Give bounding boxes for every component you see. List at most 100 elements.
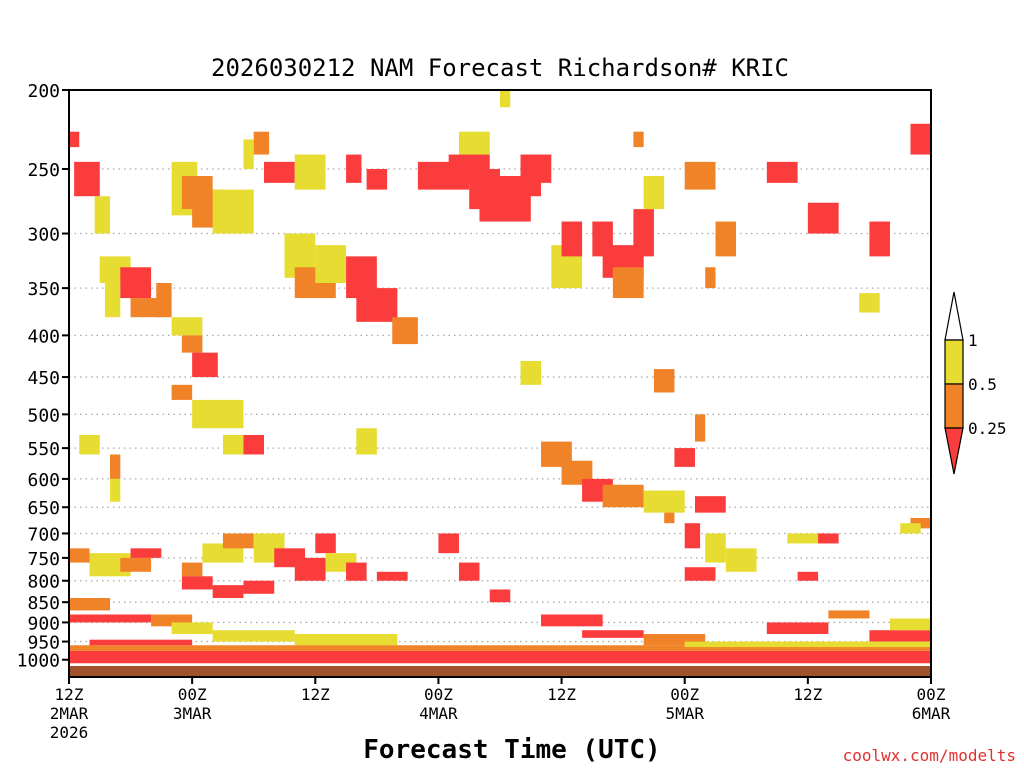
cell-2 xyxy=(94,196,111,234)
cell-29 xyxy=(520,154,552,183)
cell-71 xyxy=(684,567,716,581)
cell-100 xyxy=(69,614,152,623)
richardson-cells xyxy=(69,90,931,664)
y-tick-label-450: 450 xyxy=(27,368,60,389)
chart-title: 2026030212 NAM Forecast Richardson# KRIC xyxy=(211,54,789,82)
cell-1 xyxy=(74,161,100,197)
cell-48 xyxy=(171,317,203,336)
y-axis-ticks: 200 250 300 350 400 450 500 550 600 650 700 7508008… xyxy=(17,81,69,672)
cell-6 xyxy=(130,298,162,318)
x-tick-label-60-1: 5MAR xyxy=(665,704,704,723)
cell-82 xyxy=(130,548,162,558)
cell-41 xyxy=(715,221,737,257)
y-tick-label-700: 700 xyxy=(27,524,60,545)
cell-102 xyxy=(171,622,213,635)
y-tick-label-900: 900 xyxy=(27,613,60,634)
y-tick-label-800: 800 xyxy=(27,572,60,593)
cell-85 xyxy=(222,533,254,549)
cell-70 xyxy=(725,548,757,572)
cell-66 xyxy=(674,448,695,467)
cell-52 xyxy=(192,399,244,429)
x-tick-label-0-2: 2026 xyxy=(50,723,89,742)
cell-112 xyxy=(69,650,931,664)
x-tick-label-60-0: 00Z xyxy=(670,685,699,704)
colorbar-bin-0.25-0.5 xyxy=(944,383,964,429)
y-tick-label-250: 250 xyxy=(27,160,60,181)
cell-40 xyxy=(684,161,716,190)
x-tick-label-48-0: 12Z xyxy=(547,685,576,704)
cell-53 xyxy=(222,434,244,455)
cell-88 xyxy=(294,557,326,581)
colorbar-label-0.25: 0.25 xyxy=(968,419,1007,438)
x-axis-title: Forecast Time (UTC) xyxy=(363,735,660,765)
cell-20 xyxy=(356,288,398,322)
cell-49 xyxy=(181,335,203,353)
cell-7 xyxy=(156,283,172,318)
cell-50 xyxy=(192,352,218,378)
y-tick-label-650: 650 xyxy=(27,498,60,519)
cell-5 xyxy=(120,267,152,299)
cell-104 xyxy=(294,634,398,646)
x-tick-label-12-0: 00Z xyxy=(178,685,207,704)
cell-98 xyxy=(243,580,275,594)
cell-22 xyxy=(366,168,388,190)
cell-89 xyxy=(315,533,336,554)
cell-4 xyxy=(104,283,121,318)
colorbar-legend: 1 0.5 0.25 xyxy=(944,291,1007,475)
cell-14 xyxy=(263,161,295,183)
cell-115 xyxy=(684,641,931,648)
cell-75 xyxy=(818,533,839,544)
cell-69 xyxy=(705,533,726,563)
cell-56 xyxy=(110,454,121,479)
cell-12 xyxy=(243,139,254,169)
cell-38 xyxy=(633,131,644,148)
y-tick-label-750: 750 xyxy=(27,549,60,570)
cell-21 xyxy=(346,154,362,183)
cell-106 xyxy=(582,630,644,638)
cell-97 xyxy=(212,585,244,599)
cell-107 xyxy=(643,634,706,646)
x-tick-label-36-0: 00Z xyxy=(424,685,453,704)
cell-23 xyxy=(392,317,418,345)
cell-92 xyxy=(376,571,408,581)
cell-64 xyxy=(643,490,685,513)
x-tick-label-0-0: 12Z xyxy=(55,685,84,704)
x-tick-label-72-0: 12Z xyxy=(793,685,822,704)
x-tick-label-24-0: 12Z xyxy=(301,685,330,704)
cell-44 xyxy=(807,202,839,234)
y-tick-label-550: 550 xyxy=(27,439,60,460)
site-credit: coolwx.com/modelts xyxy=(843,746,1016,765)
colorbar-bin-above-1 xyxy=(944,291,964,341)
cell-31 xyxy=(500,90,511,108)
cell-36 xyxy=(612,267,644,299)
cell-109 xyxy=(828,610,870,619)
cell-108 xyxy=(766,622,829,635)
cell-13 xyxy=(253,131,270,155)
cell-113 xyxy=(69,645,931,651)
cell-111 xyxy=(889,618,931,631)
y-tick-label-600: 600 xyxy=(27,470,60,491)
colorbar-label-0.5: 0.5 xyxy=(968,375,997,394)
cell-114 xyxy=(89,639,193,646)
cell-30 xyxy=(458,131,490,155)
y-tick-label-850: 850 xyxy=(27,593,60,614)
cell-95 xyxy=(489,589,511,603)
cell-94 xyxy=(458,562,480,581)
cell-46 xyxy=(910,123,931,155)
y-tick-label-950: 950 xyxy=(27,633,60,654)
cell-83 xyxy=(181,562,203,577)
colorbar-bin-0.5-1 xyxy=(944,339,964,385)
y-tick-label-1000: 1000 xyxy=(17,651,60,672)
cell-43 xyxy=(766,161,798,183)
ground-surface-band xyxy=(69,666,931,677)
cell-33 xyxy=(561,221,583,257)
cell-76 xyxy=(797,571,819,581)
cell-81 xyxy=(120,557,152,572)
x-tick-label-36-1: 4MAR xyxy=(419,704,458,723)
cell-68 xyxy=(694,496,726,513)
x-tick-label-84-1: 6MAR xyxy=(912,704,951,723)
cell-37 xyxy=(633,209,654,257)
cell-73 xyxy=(694,414,706,442)
cell-105 xyxy=(541,614,603,627)
y-tick-label-500: 500 xyxy=(27,405,60,426)
